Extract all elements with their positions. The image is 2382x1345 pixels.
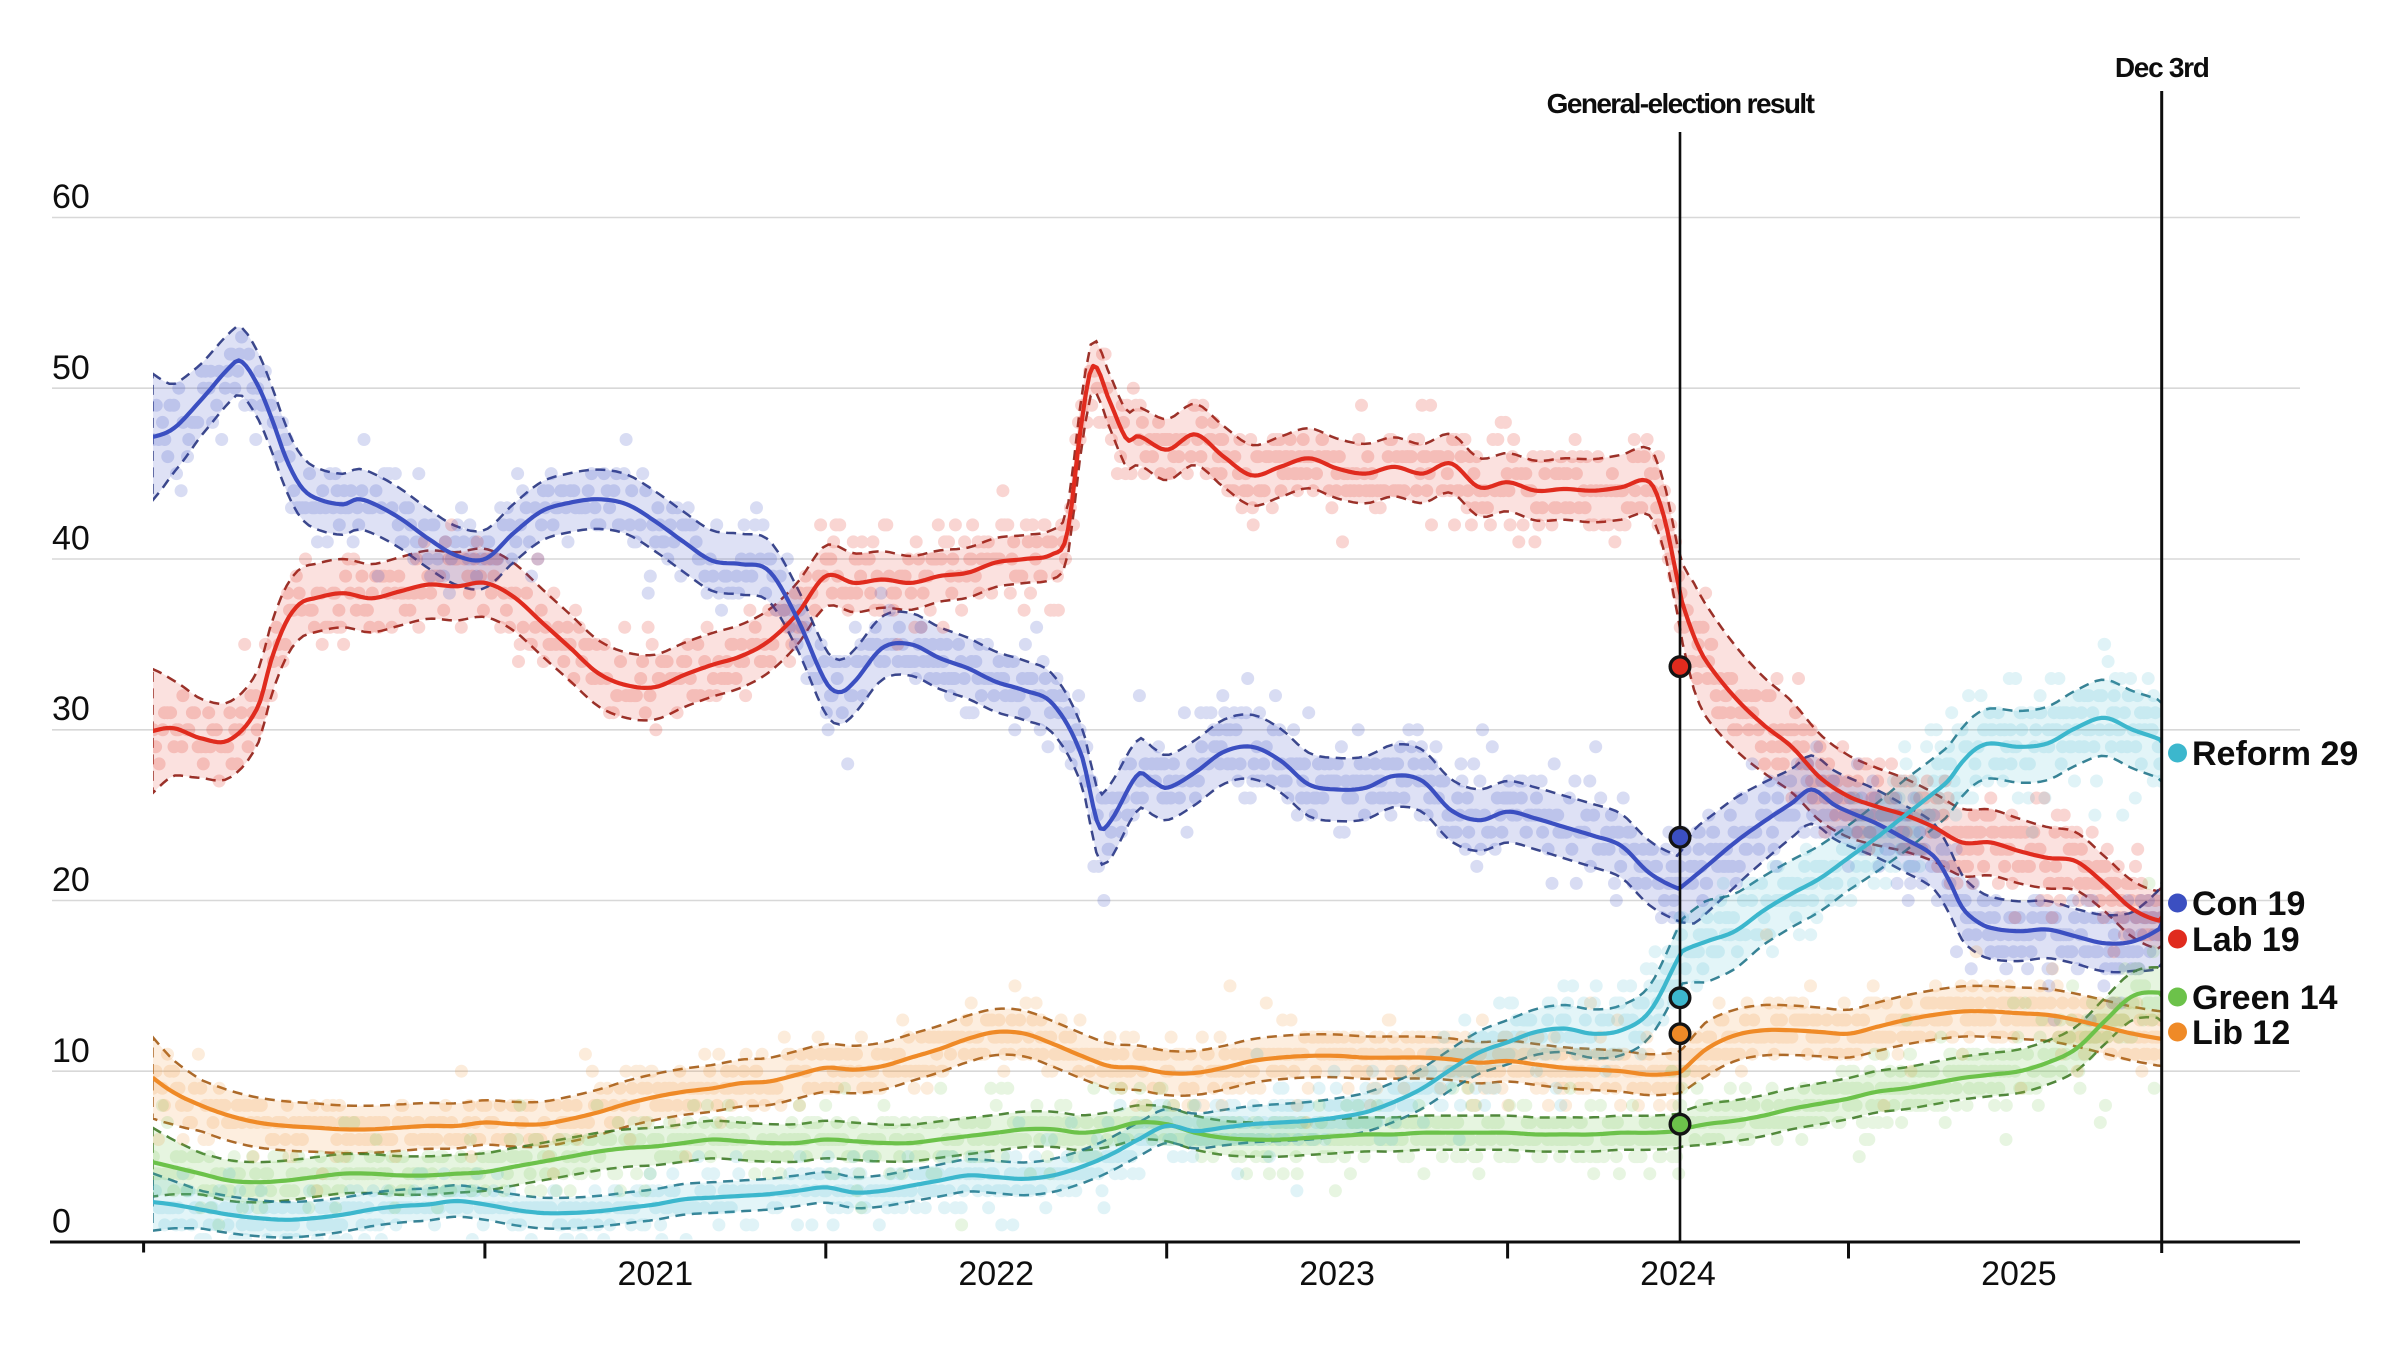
svg-text:2022: 2022 — [958, 1255, 1034, 1293]
svg-text:50: 50 — [52, 349, 90, 387]
svg-text:30: 30 — [52, 690, 90, 728]
svg-text:Lab 19: Lab 19 — [2192, 921, 2300, 959]
svg-text:2021: 2021 — [617, 1255, 693, 1293]
svg-text:2023: 2023 — [1299, 1255, 1375, 1293]
svg-text:40: 40 — [52, 520, 90, 558]
svg-text:0: 0 — [52, 1203, 71, 1241]
svg-text:Green 14: Green 14 — [2192, 979, 2338, 1017]
svg-text:10: 10 — [52, 1032, 90, 1070]
svg-text:2024: 2024 — [1640, 1255, 1716, 1293]
svg-text:60: 60 — [52, 178, 90, 216]
svg-text:Con 19: Con 19 — [2192, 885, 2305, 923]
svg-text:20: 20 — [52, 861, 90, 899]
svg-text:2025: 2025 — [1981, 1255, 2057, 1293]
svg-text:Dec 3rd: Dec 3rd — [2115, 52, 2209, 83]
svg-text:Lib 12: Lib 12 — [2192, 1014, 2290, 1052]
svg-text:General-election result: General-election result — [1547, 88, 1815, 119]
svg-text:Reform 29: Reform 29 — [2192, 735, 2358, 773]
